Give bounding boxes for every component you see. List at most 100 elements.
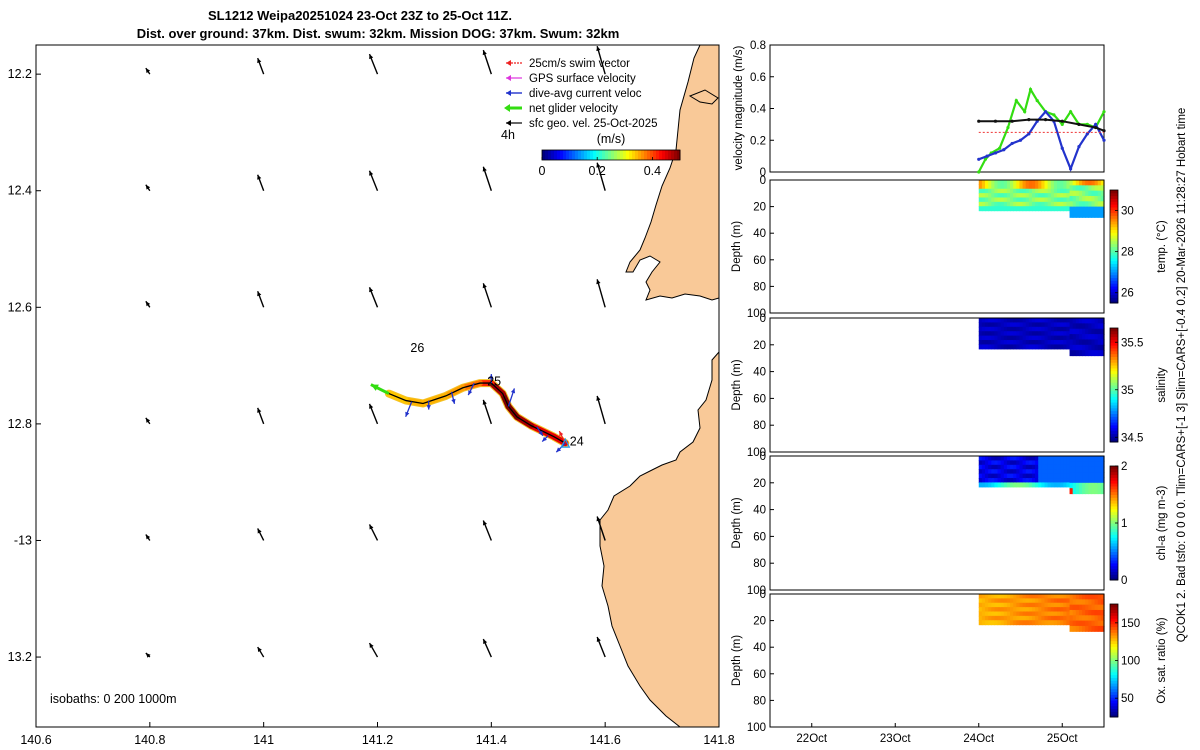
section-cell (1078, 180, 1083, 186)
section-cell (1047, 469, 1052, 475)
legend-gps-velocity: GPS surface velocity (506, 73, 636, 85)
speed-colorbar-cell (596, 150, 600, 160)
section-cell (1094, 339, 1099, 346)
section-cell (1088, 190, 1093, 197)
section-cell (1041, 460, 1046, 466)
section-colorbar-cell (1110, 542, 1118, 547)
section-cell (1013, 331, 1017, 337)
section-cell (1010, 331, 1014, 337)
section-cell (1028, 201, 1033, 207)
speed-colorbar-cell (590, 150, 594, 160)
section-cell (1047, 611, 1052, 617)
section-cell (1060, 340, 1064, 346)
speed-colorbar: (m/s) 0 0.2 0.4 (539, 132, 681, 178)
section-cell (1085, 625, 1089, 632)
section-cell (1078, 344, 1083, 351)
section-cell (1016, 322, 1021, 328)
section-cell (1003, 598, 1008, 604)
section-cell (1082, 206, 1086, 213)
section-colorbar-cell (1110, 345, 1118, 349)
section-cell (1035, 456, 1039, 462)
section-cell (1066, 464, 1071, 470)
geo-vector-arrow (482, 638, 492, 658)
section-cell (1057, 598, 1061, 604)
section-colorbar-cell (1110, 643, 1118, 647)
section-cell (991, 318, 996, 324)
section-cell (1069, 609, 1074, 616)
section-cell (1038, 206, 1042, 212)
geo-vector-arrow (482, 283, 492, 308)
section-cell (1100, 350, 1105, 357)
section-cell (1091, 180, 1096, 186)
section-cell (988, 331, 992, 337)
section-cell (1038, 478, 1042, 484)
section-cell (978, 456, 983, 462)
section-cell (1038, 322, 1042, 328)
section-cell (1006, 469, 1011, 475)
section-cell (1063, 464, 1068, 470)
section-cell (1019, 456, 1024, 462)
section-cell (1088, 344, 1093, 351)
section-cell (1063, 318, 1068, 324)
speed-colorbar-cell (563, 150, 567, 160)
section-cell (991, 206, 996, 212)
section-cell (1085, 604, 1089, 611)
section-y-tick-label: 60 (753, 255, 766, 267)
section-cell (1038, 193, 1042, 199)
dive-current-arrow (467, 382, 475, 396)
section-colorbar-cell (1110, 565, 1118, 570)
section-cell (1078, 625, 1083, 632)
section-cell (985, 340, 989, 346)
section-cell (1075, 456, 1080, 462)
section-cell (1069, 328, 1074, 335)
section-cell (1063, 615, 1068, 621)
section-colorbar-cell (1110, 347, 1118, 352)
section-cell (985, 335, 989, 341)
geo-vector-arrow (145, 417, 151, 425)
section-y-tick-label: 80 (753, 420, 766, 432)
section-cell (978, 318, 983, 324)
section-cell (1019, 201, 1024, 207)
section-cell (1010, 344, 1014, 350)
section-cell (1072, 211, 1077, 218)
section-colorbar-cell (1110, 370, 1118, 375)
section-cell (1075, 615, 1080, 622)
section-cell (1006, 322, 1011, 328)
section-cell (1066, 193, 1071, 199)
section-cell (1031, 482, 1036, 488)
section-cell (1066, 607, 1071, 613)
section-cell (1082, 625, 1086, 632)
section-colorbar-cell (1110, 674, 1118, 678)
section-cell (985, 469, 989, 475)
section-cell (1060, 201, 1064, 207)
section-cell (981, 611, 986, 617)
section-cell (985, 331, 989, 337)
speed-colorbar-cell (620, 150, 624, 160)
section-colorbar-cell (1110, 254, 1118, 259)
section-cell (1044, 473, 1049, 479)
section-cell (997, 602, 1002, 608)
section-y-tick-label: 0 (760, 313, 766, 325)
section-cell (981, 197, 986, 203)
section-cell (978, 193, 983, 199)
section-cell (1069, 323, 1074, 330)
section-cell (1069, 625, 1074, 632)
section-colorbar-cell (1110, 520, 1118, 524)
section-cell (1047, 615, 1052, 621)
section-cell (1038, 594, 1042, 599)
section-cell (1000, 598, 1005, 604)
section-cell (1016, 344, 1021, 350)
geo-vector-arrow (368, 642, 379, 658)
section-cell (997, 193, 1002, 199)
section-cell (1025, 460, 1030, 466)
section-cell (1025, 322, 1030, 328)
geo-vector-arrow (257, 174, 265, 191)
section-cell (994, 193, 999, 199)
section-cell (1010, 340, 1014, 346)
section-cell (1000, 180, 1005, 185)
section-cell (1031, 456, 1036, 462)
section-cell (1088, 472, 1093, 479)
section-colorbar-cell (1110, 353, 1118, 357)
section-cell (1013, 188, 1017, 194)
